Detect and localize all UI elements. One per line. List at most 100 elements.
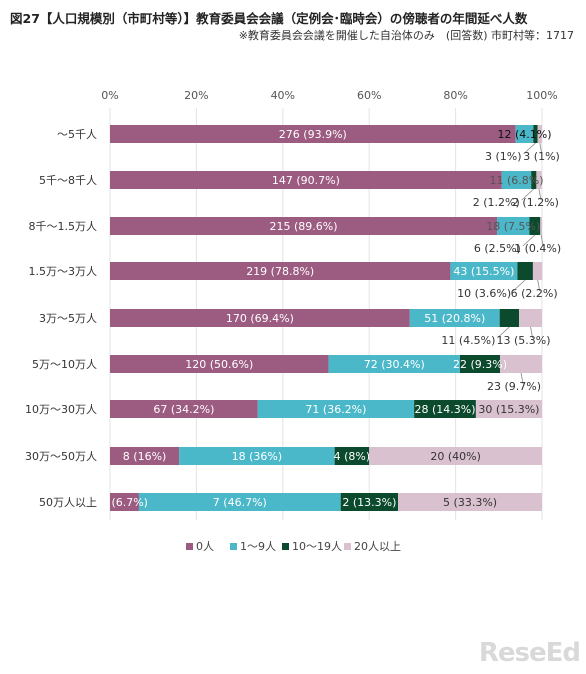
bar-segment — [497, 217, 530, 235]
data-label: 3 (1%) — [485, 150, 522, 163]
chart-title: 図27【人口規模別（市町村等）】教育委員会会議（定例会･臨時会）の傍聴者の年間延… — [10, 11, 528, 26]
data-label: 11 (6.8%) — [489, 174, 543, 187]
data-label: 7 (46.7%) — [213, 496, 267, 509]
data-label: 13 (5.3%) — [497, 334, 551, 347]
bar-segment — [537, 125, 542, 143]
data-label: 1 (6.7%) — [101, 496, 148, 509]
x-tick-label: 20% — [184, 89, 208, 102]
bar-segment — [499, 309, 520, 327]
bar-segment — [540, 217, 542, 235]
bar-segment — [536, 171, 542, 189]
data-label: 51 (20.8%) — [424, 312, 485, 325]
data-label: 2 (1.2%) — [512, 196, 559, 209]
data-label: 5 (33.3%) — [443, 496, 497, 509]
bar-segment — [110, 171, 502, 189]
legend-label: 0人 — [196, 540, 214, 553]
bar-segment — [110, 493, 139, 511]
bar-segment — [398, 493, 542, 511]
data-label: 219 (78.8%) — [246, 265, 314, 278]
data-label: 6 (2.5%) — [474, 242, 521, 255]
bar-segment — [110, 355, 329, 373]
bar-segment — [110, 309, 410, 327]
data-label: 147 (90.7%) — [272, 174, 340, 187]
data-label: 1 (0.4%) — [514, 242, 561, 255]
data-label: 10 (3.6%) — [457, 287, 511, 300]
legend-swatch — [344, 543, 351, 550]
bar-segment — [328, 355, 460, 373]
leader-line — [537, 279, 541, 292]
category-label: 3万～5万人 — [39, 312, 97, 325]
bar-segment — [409, 309, 500, 327]
data-label: 11 (4.5%) — [441, 334, 495, 347]
data-label: 215 (89.6%) — [270, 220, 338, 233]
data-label: 2 (1.2%) — [473, 196, 520, 209]
category-label: 8千～1.5万人 — [29, 220, 98, 233]
bars — [110, 125, 543, 511]
bar-segment — [475, 400, 542, 418]
bar-segment — [515, 125, 534, 143]
legend-label: 20人以上 — [354, 540, 401, 553]
bar-segment — [257, 400, 415, 418]
leader-line — [521, 188, 535, 201]
bar-segment — [533, 125, 538, 143]
data-label: 43 (15.5%) — [453, 265, 514, 278]
leader-line — [523, 142, 536, 155]
data-label: 23 (9.7%) — [487, 380, 541, 393]
bar-segment — [110, 125, 516, 143]
chart-note: ※教育委員会会議を開催した自治体のみ (回答数) 市町村等：1717 — [238, 29, 574, 42]
leader-line — [522, 234, 536, 247]
data-labels: 276 (93.9%) 12 (4.1%) 3 (1%) 3 (1%) 147 (90.… — [101, 128, 561, 509]
data-label: 30 (15.3%) — [478, 403, 539, 416]
data-label: 8 (16%) — [123, 450, 167, 463]
data-label: 18 (7.5%) — [486, 220, 540, 233]
data-label: 28 (14.3%) — [415, 403, 476, 416]
leader-line — [539, 142, 543, 155]
bar-segment — [110, 447, 180, 465]
bar-segment — [450, 262, 518, 280]
x-tick-label: 40% — [271, 89, 295, 102]
data-label: 2 (13.3%) — [342, 496, 396, 509]
bar-segment — [531, 171, 537, 189]
bar-segment — [369, 447, 542, 465]
leader-line — [538, 188, 542, 201]
legend: 0人 1～9人 10～19人 20人以上 — [186, 540, 401, 553]
watermark-logo: ReseEd — [478, 638, 581, 668]
legend-swatch — [186, 543, 193, 550]
data-label: 67 (34.2%) — [153, 403, 214, 416]
bar-segment — [517, 262, 533, 280]
legend-swatch — [230, 543, 237, 550]
bar-segment — [110, 400, 258, 418]
data-label: 4 (8%) — [334, 450, 371, 463]
bar-segment — [532, 262, 543, 280]
data-label: 170 (69.4%) — [226, 312, 294, 325]
x-tick-label: 100% — [526, 89, 557, 102]
data-label: 120 (50.6%) — [185, 358, 253, 371]
leader-line — [520, 372, 524, 385]
category-label: 50万人以上 — [39, 496, 97, 509]
data-label: 22 (9.3%) — [453, 358, 507, 371]
x-tick-label: 80% — [443, 89, 467, 102]
leader-line — [512, 279, 526, 292]
axis-labels: 0% 20% 40% 60% 80% 100% ～5千人 5千～8千人 8千～1.5万人 1.5万… — [25, 89, 558, 509]
data-label: 12 (4.1%) — [497, 128, 551, 141]
bar-segment — [414, 400, 476, 418]
data-label: 71 (36.2%) — [305, 403, 366, 416]
data-label: 72 (30.4%) — [364, 358, 425, 371]
bar-segment — [501, 171, 532, 189]
data-label: 18 (36%) — [232, 450, 283, 463]
bar-segment — [340, 493, 399, 511]
leader-line — [497, 326, 510, 339]
category-label: 5千～8千人 — [39, 174, 97, 187]
leader-line — [530, 326, 533, 339]
bar-segment — [529, 217, 541, 235]
data-label: 20 (40%) — [430, 450, 481, 463]
data-label: 6 (2.2%) — [511, 287, 558, 300]
category-label: 30万～50万人 — [25, 450, 97, 463]
x-tick-label: 60% — [357, 89, 381, 102]
x-tick-label: 0% — [101, 89, 118, 102]
data-label: 276 (93.9%) — [279, 128, 347, 141]
legend-label: 10～19人 — [292, 540, 342, 553]
bar-segment — [334, 447, 370, 465]
bar-segment — [138, 493, 341, 511]
bar-segment — [110, 217, 498, 235]
